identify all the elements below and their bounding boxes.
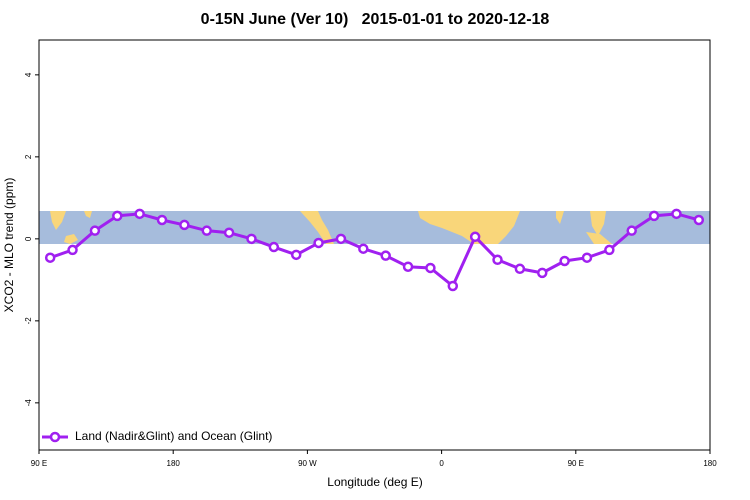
data-point <box>626 225 637 236</box>
data-point <box>313 237 324 249</box>
data-point <box>425 262 436 274</box>
legend-label: Land (Nadir&Glint) and Ocean (Glint) <box>75 429 272 443</box>
data-point <box>604 244 615 256</box>
data-point <box>492 254 503 266</box>
legend-marker <box>49 431 61 443</box>
data-point <box>335 233 347 245</box>
data-point <box>67 244 78 256</box>
data-point <box>134 208 145 220</box>
data-point <box>648 210 660 222</box>
data-point <box>537 267 548 279</box>
x-tick-label: 180 <box>703 459 717 468</box>
y-tick-label: 2 <box>24 154 33 159</box>
data-point <box>268 241 280 253</box>
x-tick-label: 90 E <box>31 459 47 468</box>
legend: Land (Nadir&Glint) and Ocean (Glint) <box>42 429 272 443</box>
data-point <box>223 227 235 238</box>
data-point <box>290 249 302 261</box>
plot-frame <box>38 39 711 451</box>
data-point <box>201 225 212 236</box>
x-tick-label: 180 <box>167 459 181 468</box>
data-point <box>380 250 391 261</box>
data-point <box>559 255 570 267</box>
data-point <box>44 252 56 263</box>
y-axis-label: XCO2 - MLO trend (ppm) <box>2 178 16 313</box>
data-point <box>246 233 257 245</box>
y-tick-label: 0 <box>24 236 33 241</box>
y-tick-label: 4 <box>24 72 33 77</box>
data-point <box>693 214 705 226</box>
chart-title: 0-15N June (Ver 10) 2015-01-01 to 2020-1… <box>201 11 550 28</box>
x-tick-label: 90 E <box>568 459 584 468</box>
x-tick-label: 0 <box>439 459 444 468</box>
data-point <box>581 252 593 263</box>
data-point <box>514 263 526 275</box>
data-point <box>402 261 414 272</box>
y-tick-label: -4 <box>24 399 33 407</box>
data-point <box>447 280 459 292</box>
data-point <box>112 210 123 222</box>
data-point <box>179 219 190 231</box>
data-point <box>89 225 101 236</box>
x-tick-label: 90 W <box>298 459 317 468</box>
data-point <box>671 208 682 220</box>
map-land <box>50 211 612 244</box>
y-tick-label: -2 <box>24 317 33 325</box>
data-point <box>469 231 481 243</box>
data-point <box>156 214 168 226</box>
data-point <box>358 243 369 254</box>
x-axis-label: Longitude (deg E) <box>327 475 422 489</box>
